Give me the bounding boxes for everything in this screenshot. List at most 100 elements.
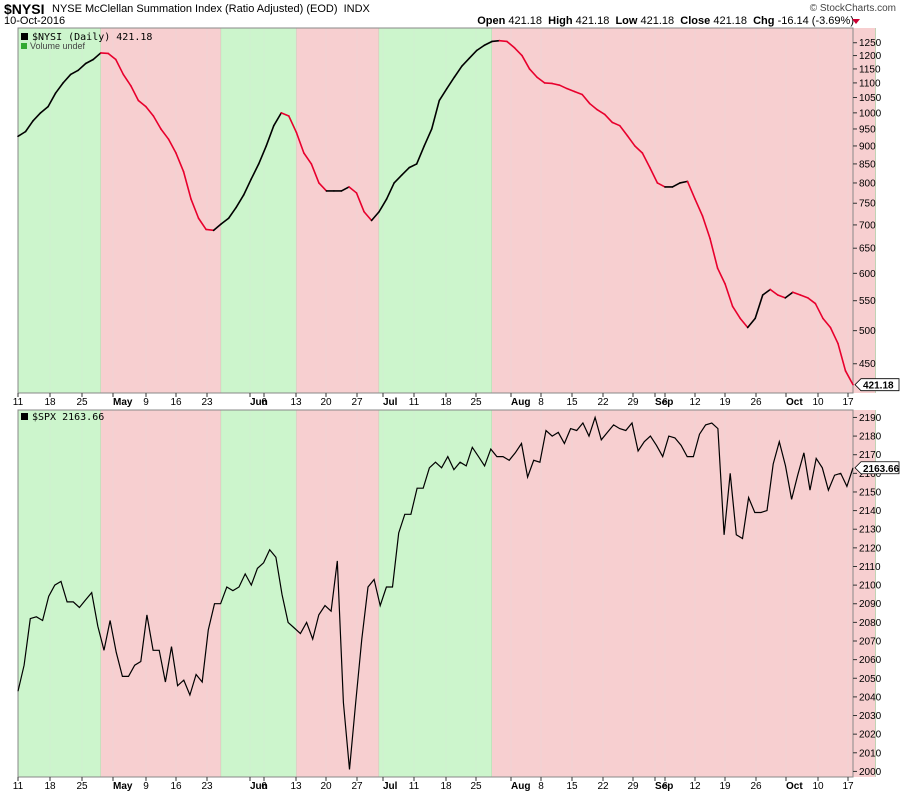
ohlc-summary: Open 421.18 High 421.18 Low 421.18 Close…	[477, 15, 854, 27]
nysi-line-segment	[69, 69, 79, 76]
nysi-line-segment	[303, 152, 313, 165]
nysi-line-segment	[619, 124, 629, 137]
nysi-line-segment	[769, 288, 779, 296]
x-tick-label: Jul	[383, 397, 398, 408]
nysi-line-segment	[137, 99, 147, 108]
x-tick-label: 11	[13, 781, 24, 792]
x-tick-label: 11	[13, 397, 24, 408]
x-tick-label: 9	[143, 397, 149, 408]
nysi-line-segment	[461, 57, 471, 68]
y-tick-label: 2140	[859, 506, 882, 517]
y-tick-label: 1250	[859, 38, 882, 49]
x-tick-label: 25	[470, 397, 482, 408]
y-tick-label: 700	[859, 220, 876, 231]
x-tick-label: 23	[201, 781, 213, 792]
nysi-line-segment	[513, 46, 523, 57]
low-label: Low	[615, 15, 638, 27]
x-tick-label: Jun	[250, 397, 268, 408]
current-value-label-spx: 2163.66	[863, 464, 900, 475]
nysi-line-segment	[393, 174, 403, 184]
y-tick-label: 900	[859, 141, 876, 152]
nysi-line-segment	[107, 52, 117, 61]
nysi-line-segment	[182, 170, 192, 200]
x-tick-label: 11	[409, 397, 420, 408]
nysi-line-segment	[814, 302, 824, 320]
x-tick-label: 22	[597, 397, 609, 408]
x-tick-label: Aug	[511, 397, 530, 408]
y-tick-label: 2120	[859, 543, 882, 554]
y-tick-label: 1050	[859, 93, 882, 104]
nysi-line-segment	[731, 305, 741, 320]
x-tick-label: 12	[689, 781, 701, 792]
x-tick-label: 16	[170, 397, 182, 408]
x-tick-label: 26	[750, 397, 762, 408]
nysi-line-segment	[679, 180, 689, 184]
down-arrow-icon	[852, 19, 860, 24]
nysi-line-segment	[378, 198, 388, 213]
nysi-line-segment	[581, 93, 591, 105]
nysi-line-segment	[348, 186, 358, 194]
phase-band-green-2-2	[221, 410, 297, 777]
nysi-line-segment	[99, 52, 110, 55]
x-tick-label: Jun	[250, 781, 268, 792]
nysi-line-segment	[318, 182, 328, 192]
x-tick-label: 22	[597, 781, 609, 792]
phase-band-green-2-4	[379, 410, 492, 777]
nysi-line-segment	[114, 58, 125, 76]
nysi-line-segment	[430, 99, 441, 130]
open-value: 421.18	[508, 15, 543, 27]
nysi-line-segment	[47, 92, 57, 108]
y-tick-label: 1150	[859, 64, 881, 75]
nysi-line-segment	[122, 73, 132, 87]
x-tick-label: Oct	[786, 397, 803, 408]
x-tick-label: 17	[842, 397, 854, 408]
nysi-line-segment	[761, 288, 772, 296]
phase-band-red-2-1	[100, 410, 222, 777]
nysi-line-segment	[288, 115, 298, 134]
y-tick-label: 2190	[859, 413, 882, 424]
chg-label: Chg	[753, 15, 775, 27]
phase-band-red-2-5	[491, 410, 876, 777]
x-tick-label: 25	[76, 397, 88, 408]
nysi-line-segment	[453, 65, 463, 79]
phase-band-red-1-5	[491, 28, 876, 393]
nysi-line-segment	[250, 163, 260, 180]
high-label: High	[548, 15, 573, 27]
nysi-line-segment	[92, 52, 102, 61]
phase-band-green-1-2	[221, 28, 297, 393]
nysi-line-segment	[160, 128, 170, 140]
nysi-line-segment	[212, 223, 222, 232]
nysi-line-segment	[39, 105, 49, 114]
current-value-marker-spx	[854, 461, 900, 475]
y-tick-label: 650	[859, 244, 876, 255]
nysi-line-segment	[295, 131, 305, 154]
nysi-line-segment	[543, 82, 553, 85]
y-tick-label: 500	[859, 326, 876, 337]
x-tick-label: 13	[290, 781, 302, 792]
nysi-line-segment	[415, 145, 426, 165]
y-tick-label: 2130	[859, 525, 882, 536]
x-tick-label: 8	[538, 781, 544, 792]
symbol-title: $NYSI	[4, 1, 45, 17]
chart-header: $NYSI NYSE McClellan Summation Index (Ra…	[0, 1, 900, 17]
x-tick-label: Jul	[383, 781, 398, 792]
x-tick-label: May	[113, 781, 133, 792]
current-value-label-nysi: 421.18	[863, 381, 894, 392]
nysi-line-segment	[445, 76, 456, 90]
x-tick-label: 10	[812, 397, 824, 408]
nysi-line-segment	[423, 128, 433, 147]
nysi-line-segment	[611, 121, 621, 127]
nysi-line-segment	[829, 326, 839, 345]
nysi-line-segment	[837, 342, 847, 372]
y-tick-label: 1200	[859, 51, 882, 62]
phase-band-green-1-4	[379, 28, 492, 393]
x-tick-label: Sep	[655, 397, 673, 408]
x-tick-label: 17	[842, 781, 854, 792]
phase-band-red-1-1	[100, 28, 222, 393]
y-tick-label: 1000	[859, 108, 882, 119]
nysi-line-segment	[235, 194, 245, 209]
nysi-line-segment	[17, 130, 27, 138]
y-tick-label: 2040	[859, 692, 882, 703]
x-tick-label: 13	[290, 397, 302, 408]
x-tick-label: 29	[627, 781, 639, 792]
